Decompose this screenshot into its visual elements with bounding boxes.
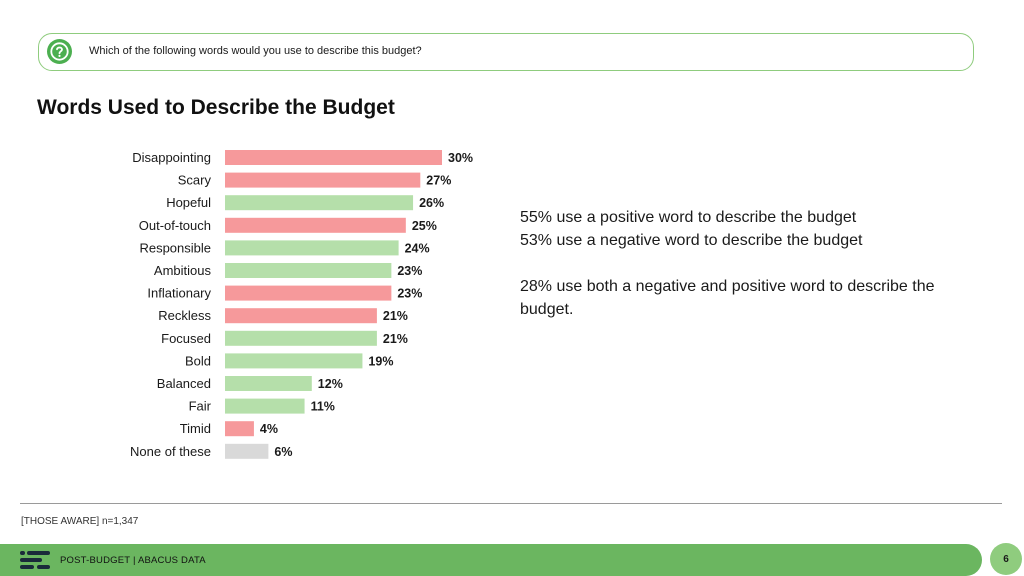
question-mark-icon xyxy=(47,39,72,64)
positive-word-stat: 55% use a positive word to describe the … xyxy=(520,209,857,226)
category-label-hopeful: Hopeful xyxy=(166,195,211,210)
value-label-balanced: 12% xyxy=(318,377,343,391)
value-label-scary: 27% xyxy=(426,174,451,188)
bar-inflationary xyxy=(225,285,392,301)
bar-focused xyxy=(225,330,377,346)
bar-timid xyxy=(225,421,254,437)
value-label-none-of-these: 6% xyxy=(274,445,292,459)
bar-none-of-these xyxy=(225,443,269,459)
negative-word-stat: 53% use a negative word to describe the … xyxy=(520,232,863,249)
category-label-fair: Fair xyxy=(189,399,212,414)
category-label-inflationary: Inflationary xyxy=(147,286,211,301)
bar-bold xyxy=(225,353,363,369)
value-label-fair: 11% xyxy=(311,400,335,414)
value-label-inflationary: 23% xyxy=(397,287,422,301)
category-label-timid: Timid xyxy=(180,421,211,436)
bar-responsible xyxy=(225,240,399,256)
category-label-responsible: Responsible xyxy=(139,240,211,255)
footer-bar xyxy=(0,544,982,576)
value-label-bold: 19% xyxy=(368,354,393,368)
bar-ambitious xyxy=(225,263,392,278)
bar-fair xyxy=(225,398,305,414)
category-label-reckless: Reckless xyxy=(158,308,211,323)
footer-text: POST-BUDGET | ABACUS DATA xyxy=(60,555,206,566)
value-label-hopeful: 26% xyxy=(419,196,444,210)
category-label-scary: Scary xyxy=(178,173,212,188)
category-label-balanced: Balanced xyxy=(157,376,211,391)
bar-scary xyxy=(225,172,421,188)
stats-panel: 55% use a positive word to describe the … xyxy=(520,206,960,321)
question-text: Which of the following words would you u… xyxy=(89,45,422,57)
value-label-focused: 21% xyxy=(383,332,408,346)
bar-balanced xyxy=(225,376,312,391)
page-number: 6 xyxy=(990,543,1022,575)
value-label-ambitious: 23% xyxy=(397,264,422,278)
question-banner: Which of the following words would you u… xyxy=(38,33,974,71)
value-label-responsible: 24% xyxy=(405,241,430,255)
value-label-timid: 4% xyxy=(260,422,278,436)
category-label-ambitious: Ambitious xyxy=(154,263,212,278)
category-label-out-of-touch: Out-of-touch xyxy=(139,218,211,233)
value-label-reckless: 21% xyxy=(383,309,408,323)
value-label-disappointing: 30% xyxy=(448,151,473,165)
chart-title: Words Used to Describe the Budget xyxy=(37,96,395,119)
both-words-stat: 28% use both a negative and positive wor… xyxy=(520,278,935,318)
sample-note: [THOSE AWARE] n=1,347 xyxy=(21,516,139,527)
category-label-focused: Focused xyxy=(161,331,211,346)
abacus-logo-icon xyxy=(20,551,52,574)
bar-reckless xyxy=(225,308,377,324)
bar-out-of-touch xyxy=(225,217,406,233)
category-label-none-of-these: None of these xyxy=(130,444,211,459)
value-label-out-of-touch: 25% xyxy=(412,219,437,233)
category-label-disappointing: Disappointing xyxy=(132,150,211,165)
bar-disappointing xyxy=(225,150,442,165)
footer-divider xyxy=(20,503,1002,504)
category-label-bold: Bold xyxy=(185,353,211,368)
bar-hopeful xyxy=(225,195,414,211)
bar-chart: Disappointing 30% Scary 27% Hopeful 26% Out-of… xyxy=(130,150,473,459)
